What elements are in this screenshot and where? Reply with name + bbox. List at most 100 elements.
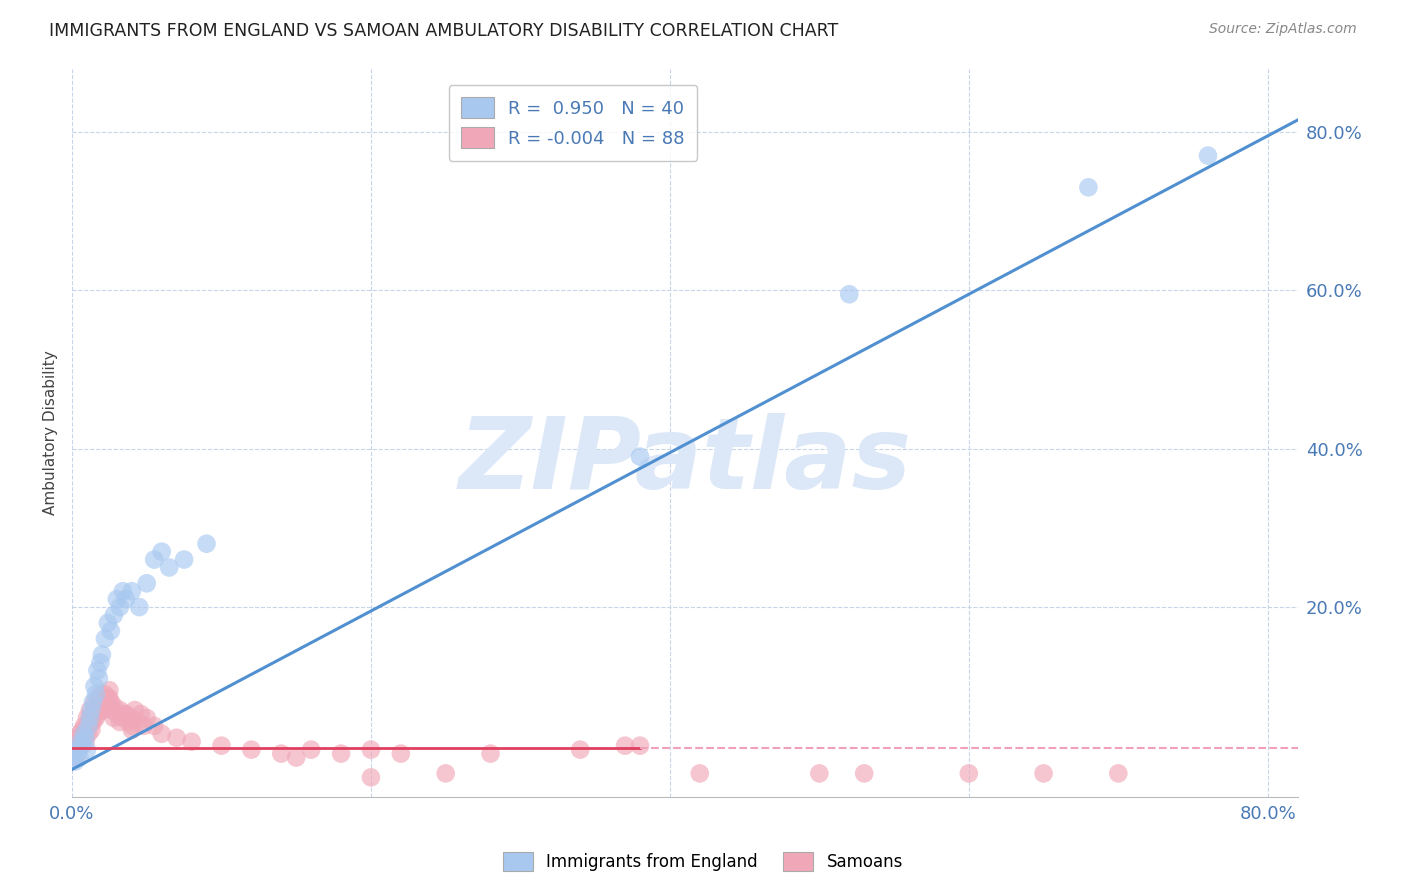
Point (73, 719, 96, 733)
Point (72, 731, 94, 745)
Point (112, 706, 135, 721)
Point (69, 727, 91, 741)
Point (100, 695, 122, 709)
Point (94, 695, 117, 709)
Point (84, 711, 107, 725)
Point (79, 711, 101, 725)
Point (838, 287, 860, 301)
Point (132, 719, 155, 733)
Point (195, 537, 218, 551)
Point (100, 624, 122, 638)
Point (80, 723, 103, 737)
Point (98, 683, 121, 698)
Point (84, 687, 107, 701)
Point (65, 750, 87, 764)
Point (70, 735, 93, 749)
Point (808, 766, 831, 780)
Point (129, 706, 152, 721)
Point (76, 742, 98, 756)
Point (360, 770, 382, 784)
Text: IMMIGRANTS FROM ENGLAND VS SAMOAN AMBULATORY DISABILITY CORRELATION CHART: IMMIGRANTS FROM ENGLAND VS SAMOAN AMBULA… (49, 22, 838, 40)
Point (111, 584, 134, 599)
Point (103, 607, 125, 622)
Point (83, 695, 105, 709)
Point (150, 727, 173, 741)
Point (479, 747, 502, 761)
Point (114, 706, 136, 721)
Point (83, 679, 105, 693)
Point (853, 766, 876, 780)
Point (62, 742, 84, 756)
Point (1077, 180, 1099, 194)
Point (628, 450, 651, 464)
Point (105, 592, 128, 607)
Point (63, 747, 86, 761)
Point (111, 711, 134, 725)
Point (69, 735, 91, 749)
Point (86, 664, 108, 678)
Point (135, 711, 157, 725)
Point (87, 671, 110, 685)
Point (628, 739, 651, 753)
Point (75, 727, 97, 741)
Text: Source: ZipAtlas.com: Source: ZipAtlas.com (1209, 22, 1357, 37)
Point (90, 703, 112, 717)
Point (73, 727, 96, 741)
Point (957, 766, 980, 780)
Point (63, 755, 86, 769)
Point (689, 766, 711, 780)
Point (108, 600, 131, 615)
Point (90, 695, 112, 709)
Point (135, 576, 157, 591)
Point (89, 656, 111, 670)
Point (76, 719, 98, 733)
Point (75, 731, 97, 745)
Point (434, 766, 457, 780)
Point (105, 706, 128, 721)
Point (66, 742, 89, 756)
Point (73, 727, 96, 741)
Point (103, 711, 125, 725)
Point (103, 699, 125, 714)
Point (211, 739, 233, 753)
Point (86, 699, 108, 714)
Text: ZIPatlas: ZIPatlas (458, 414, 911, 510)
Y-axis label: Ambulatory Disability: Ambulatory Disability (44, 351, 58, 516)
Point (84, 703, 107, 717)
Point (127, 714, 149, 729)
Point (66, 742, 89, 756)
Point (389, 747, 412, 761)
Legend: R =  0.950   N = 40, R = -0.004   N = 88: R = 0.950 N = 40, R = -0.004 N = 88 (449, 85, 697, 161)
Point (93, 703, 115, 717)
Point (70, 739, 93, 753)
Point (77, 719, 100, 733)
Point (80, 714, 103, 729)
Point (62, 750, 84, 764)
Point (108, 714, 131, 729)
Point (77, 719, 100, 733)
Point (128, 600, 150, 615)
Point (65, 739, 87, 753)
Point (94, 632, 117, 646)
Point (65, 747, 87, 761)
Point (90, 648, 112, 662)
Point (1032, 766, 1054, 780)
Point (157, 560, 180, 574)
Point (94, 687, 117, 701)
Point (166, 731, 188, 745)
Point (86, 706, 108, 721)
Point (614, 739, 637, 753)
Point (173, 552, 195, 566)
Point (270, 747, 292, 761)
Point (89, 695, 111, 709)
Point (1107, 766, 1129, 780)
Point (98, 691, 121, 706)
Point (121, 719, 143, 733)
Point (79, 711, 101, 725)
Point (97, 691, 120, 706)
Point (118, 714, 141, 729)
Point (82, 714, 104, 729)
Point (83, 703, 105, 717)
Point (121, 723, 143, 737)
Point (150, 544, 173, 558)
